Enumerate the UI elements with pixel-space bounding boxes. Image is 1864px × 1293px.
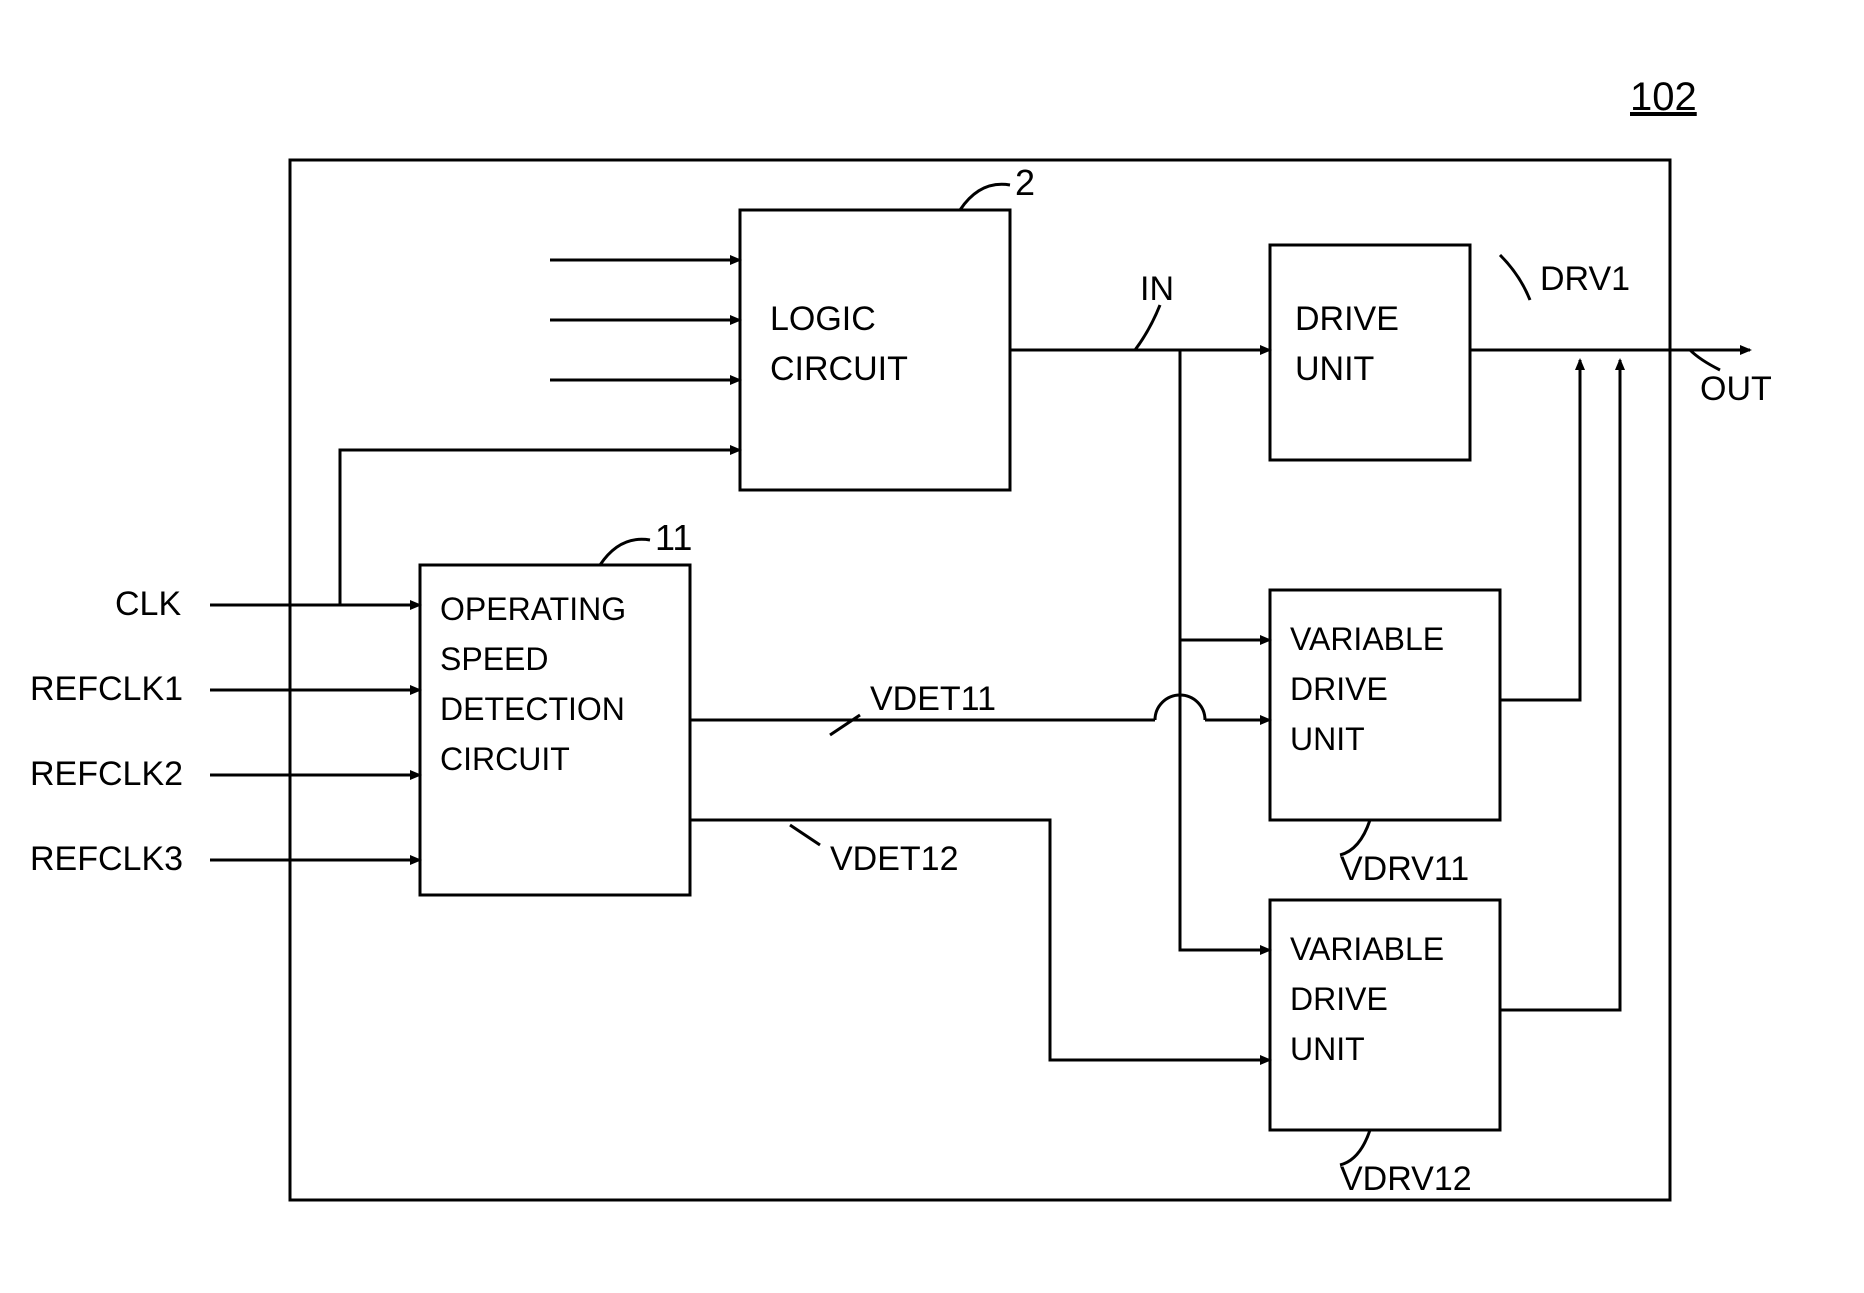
osd-label-4: CIRCUIT [440, 741, 570, 777]
vdrv11-block: VARIABLE DRIVE UNIT [1270, 590, 1500, 820]
refclk1-label: REFCLK1 [30, 670, 183, 708]
block-diagram: 102 LOGIC CIRCUIT 2 OPERATING SPEED DETE… [0, 0, 1864, 1293]
drive-label-2: UNIT [1295, 350, 1374, 388]
vdrv1-label-1: VARIABLE [1290, 621, 1444, 657]
osd-ref: 11 [655, 517, 692, 558]
clk-label: CLK [115, 585, 181, 623]
osd-label-2: SPEED [440, 641, 548, 677]
vdet11-label: VDET11 [870, 680, 996, 718]
logic-label-2: CIRCUIT [770, 350, 908, 388]
vdrv1-label-2: DRIVE [1290, 671, 1388, 707]
figure-number: 102 [1630, 75, 1697, 119]
drive-unit-block: DRIVE UNIT [1270, 245, 1470, 460]
in-label: IN [1140, 270, 1174, 308]
out-label: OUT [1700, 370, 1772, 408]
drive-label-1: DRIVE [1295, 300, 1399, 338]
logic-ref: 2 [1015, 162, 1035, 203]
osd-label-3: DETECTION [440, 691, 625, 727]
logic-circuit-block: LOGIC CIRCUIT [740, 210, 1010, 490]
osd-label-1: OPERATING [440, 591, 626, 627]
drv1-label: DRV1 [1540, 260, 1630, 298]
vdrv2-label-1: VARIABLE [1290, 931, 1444, 967]
vdet12-label: VDET12 [830, 840, 959, 878]
out-leader [1690, 350, 1720, 370]
vdrv12-block: VARIABLE DRIVE UNIT [1270, 900, 1500, 1130]
vdrv11-label: VDRV11 [1340, 850, 1469, 888]
refclk3-label: REFCLK3 [30, 840, 183, 878]
vdrv2-label-2: DRIVE [1290, 981, 1388, 1017]
vdrv2-label-3: UNIT [1290, 1031, 1365, 1067]
refclk2-label: REFCLK2 [30, 755, 183, 793]
vdrv12-label: VDRV12 [1340, 1160, 1472, 1198]
vdrv1-label-3: UNIT [1290, 721, 1365, 757]
logic-label-1: LOGIC [770, 300, 876, 338]
osd-block: OPERATING SPEED DETECTION CIRCUIT [420, 565, 690, 895]
